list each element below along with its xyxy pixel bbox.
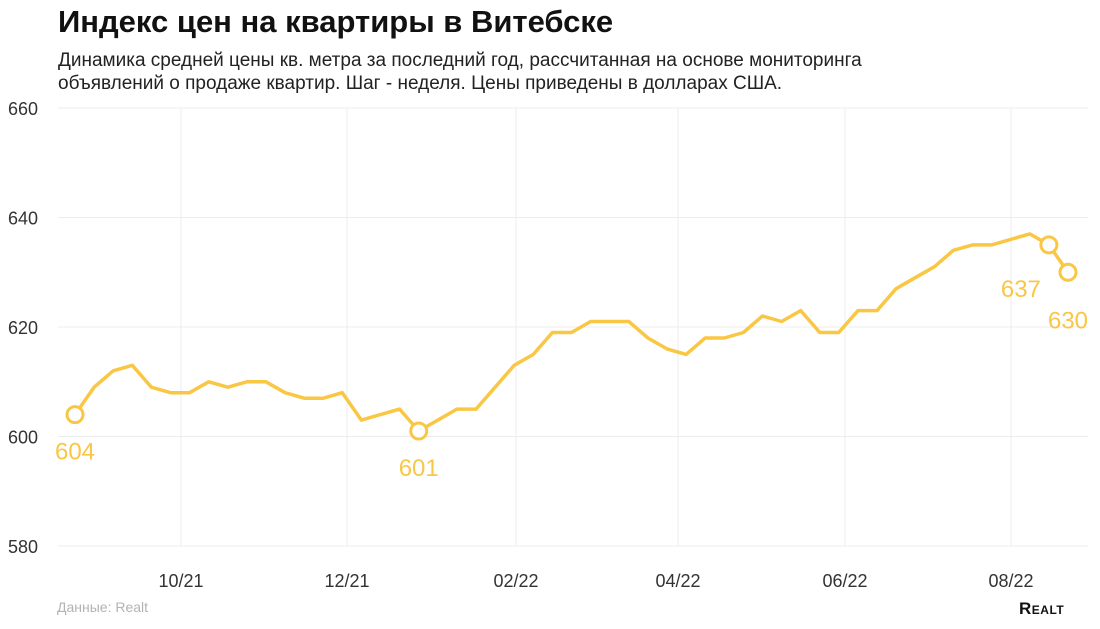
x-tick-label: 04/22 — [655, 571, 700, 591]
chart-title: Индекс цен на квартиры в Витебске — [58, 4, 614, 39]
annotation-label: 604 — [55, 439, 95, 466]
y-tick-label: 580 — [8, 537, 38, 557]
annotation-marker — [1039, 235, 1059, 255]
y-tick-label: 640 — [8, 209, 38, 229]
annotation-label: 637 — [1001, 276, 1041, 303]
annotation-label: 630 — [1048, 307, 1088, 334]
data-source: Данные: Realt — [57, 599, 149, 615]
annotation-label: 601 — [399, 455, 439, 482]
subtitle-line-1: Динамика средней цены кв. метра за после… — [58, 50, 862, 71]
annotation-marker — [65, 405, 85, 425]
y-tick-label: 660 — [8, 99, 38, 119]
x-tick-label: 10/21 — [158, 571, 203, 591]
x-tick-label: 08/22 — [988, 571, 1033, 591]
annotation-marker — [1058, 262, 1078, 282]
x-tick-label: 12/21 — [324, 571, 369, 591]
x-tick-label: 02/22 — [493, 571, 538, 591]
chart-subtitle: Динамика средней цены кв. метра за после… — [58, 49, 1058, 95]
x-tick-label: 06/22 — [822, 571, 867, 591]
subtitle-line-2: объявлений о продаже квартир. Шаг - неде… — [58, 73, 783, 94]
y-tick-label: 600 — [8, 428, 38, 448]
y-tick-label: 620 — [8, 318, 38, 338]
price-series-line — [73, 232, 1070, 433]
annotation-marker — [409, 421, 429, 441]
realt-logo: Realt — [1019, 599, 1065, 618]
